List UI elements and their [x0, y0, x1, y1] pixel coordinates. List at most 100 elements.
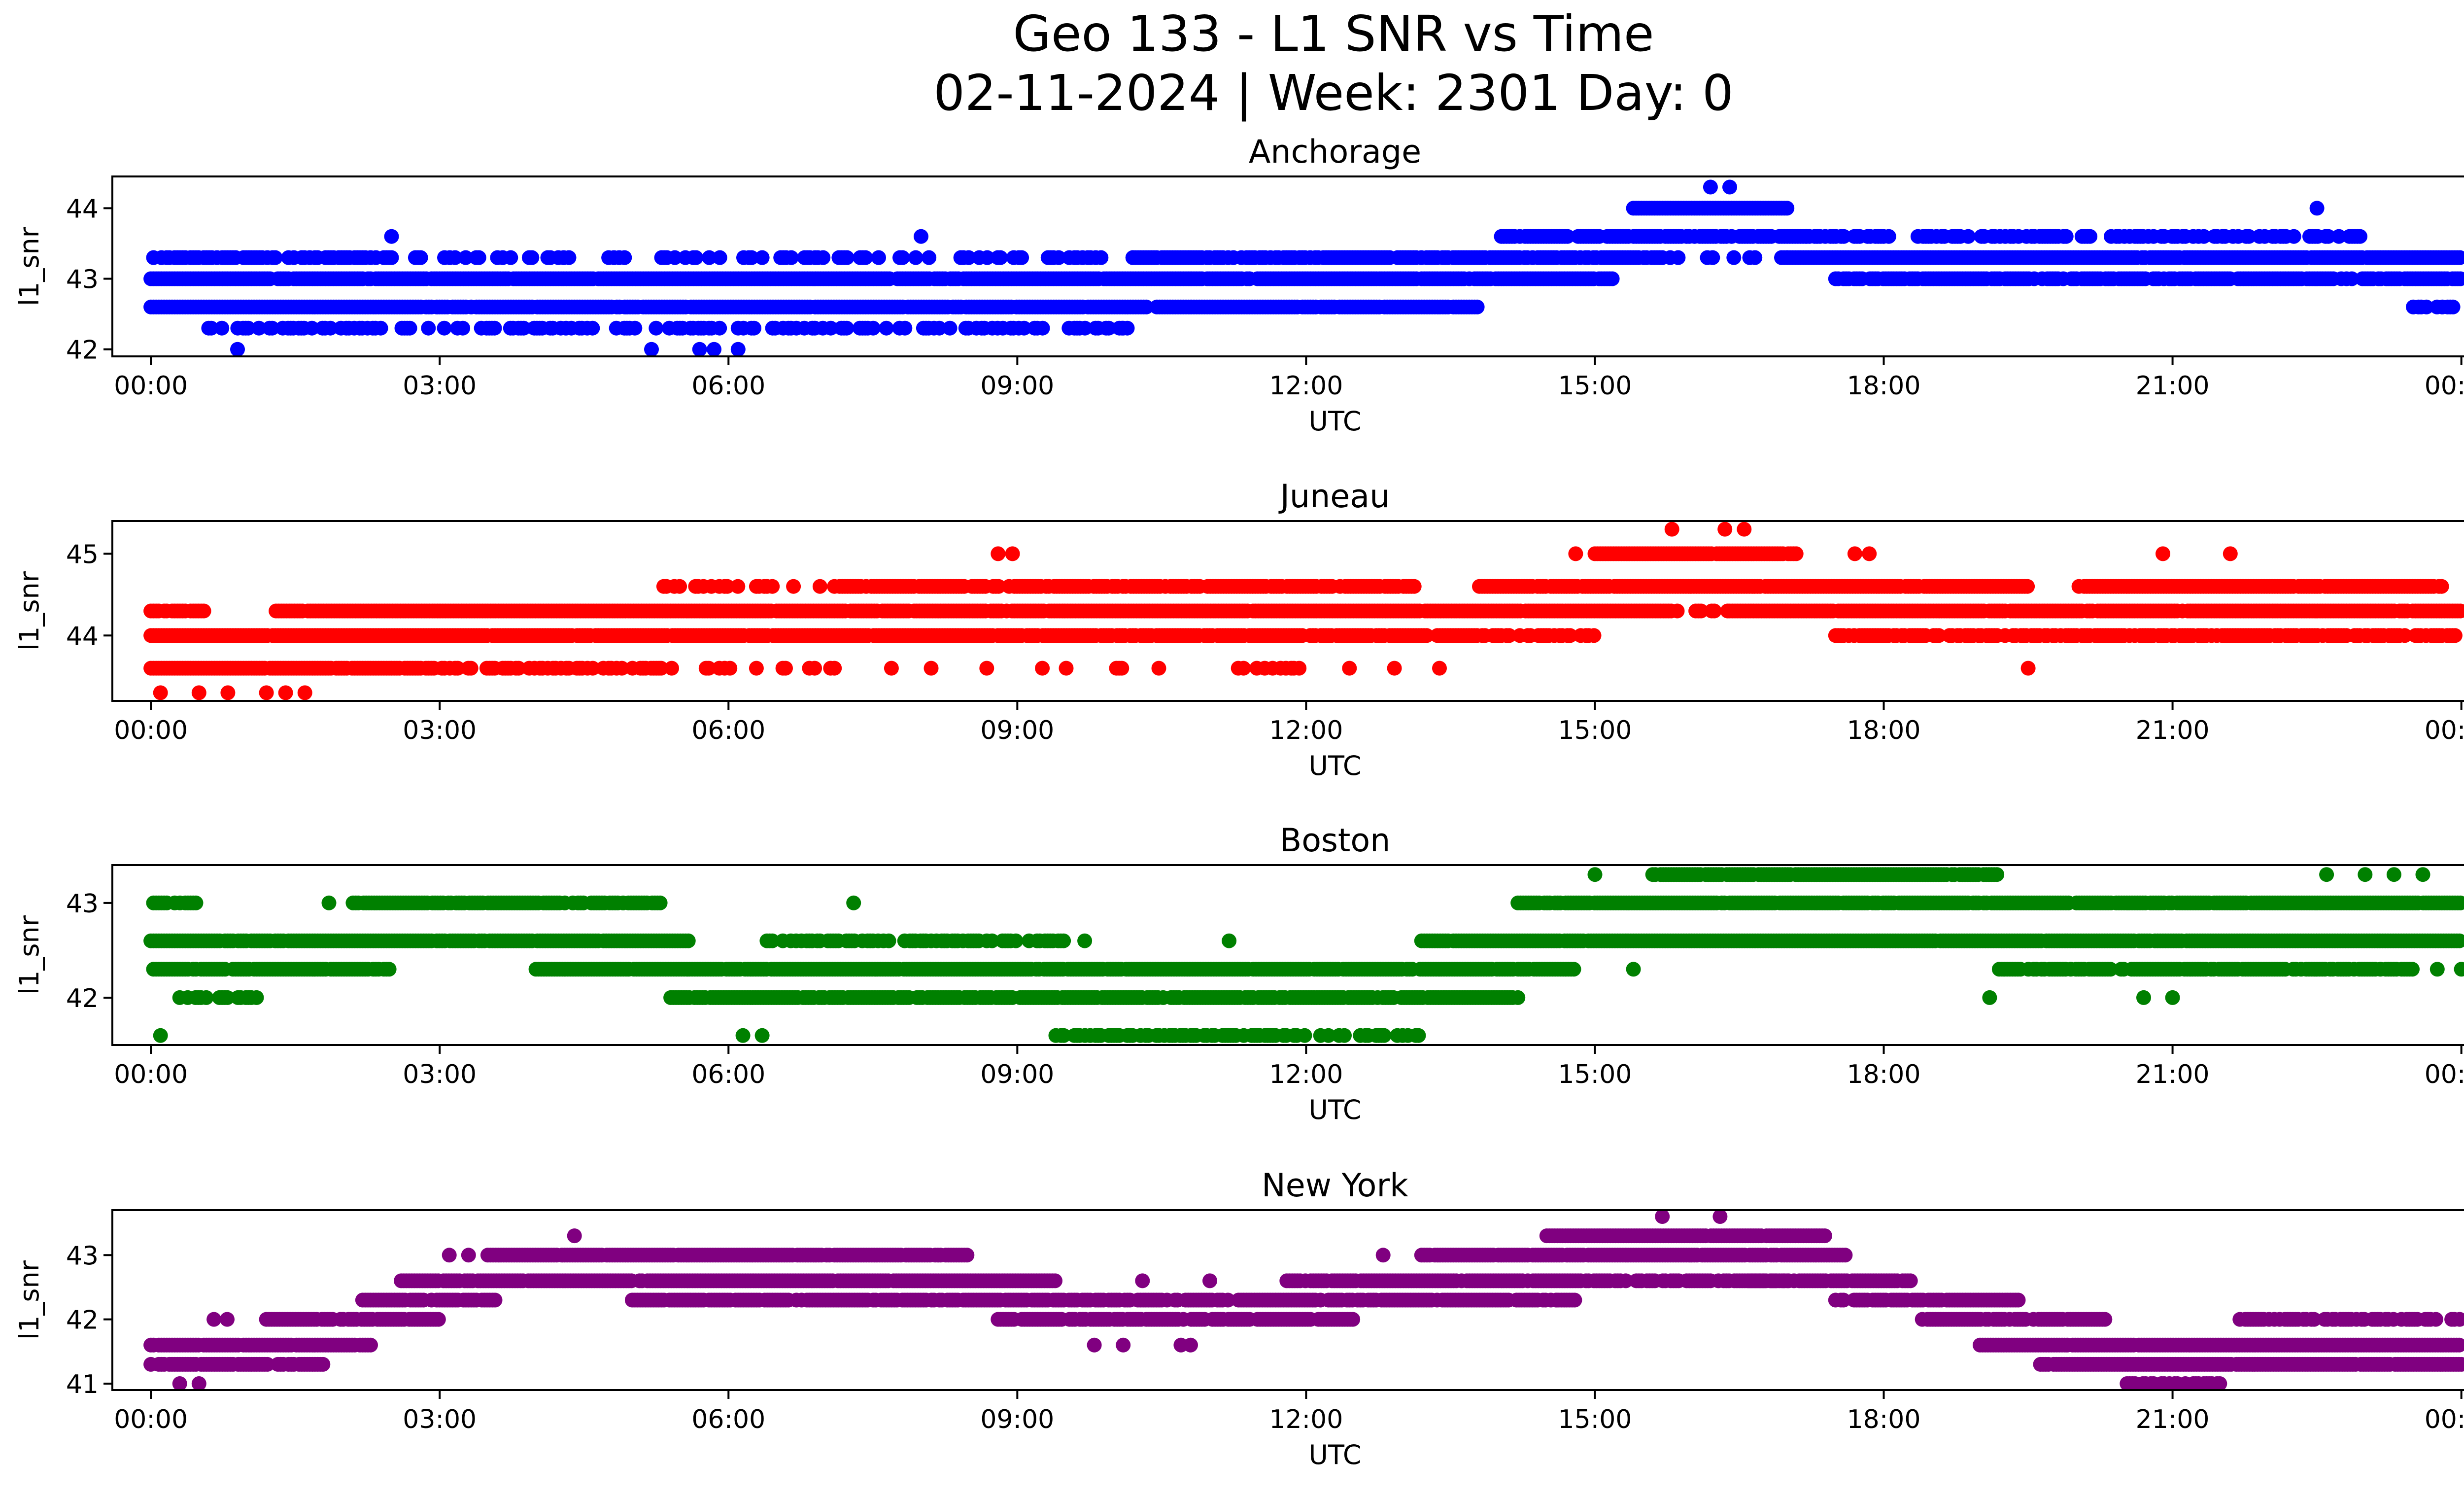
- data-point: [993, 250, 1008, 265]
- data-point: [1747, 250, 1762, 265]
- data-point: [879, 321, 894, 336]
- data-point: [979, 661, 994, 676]
- data-point: [2223, 546, 2238, 561]
- data-point: [681, 934, 696, 948]
- data-point: [897, 321, 912, 336]
- y-axis-label: l1_snr: [14, 571, 45, 651]
- data-point: [503, 250, 518, 265]
- data-point: [437, 321, 452, 336]
- data-point: [2448, 628, 2463, 643]
- data-point: [1387, 661, 1402, 676]
- x-tick-label: 06:00: [691, 371, 765, 401]
- data-point: [786, 579, 801, 594]
- y-tick-label: 45: [66, 540, 99, 569]
- data-point: [827, 661, 842, 676]
- data-point: [2287, 229, 2301, 244]
- data-point: [2353, 229, 2367, 244]
- data-point: [807, 661, 822, 676]
- panel-title: Boston: [1280, 822, 1391, 859]
- data-point: [1665, 522, 1679, 537]
- data-point: [524, 250, 539, 265]
- data-point: [664, 661, 679, 676]
- data-point: [692, 342, 707, 357]
- panel-title: Anchorage: [1249, 134, 1421, 171]
- x-tick-label: 03:00: [403, 371, 477, 401]
- data-point: [2020, 579, 2035, 594]
- data-point: [644, 342, 659, 357]
- data-point: [455, 321, 470, 336]
- y-tick-label: 42: [66, 336, 99, 365]
- x-tick-label: 15:00: [1558, 716, 1632, 745]
- data-point: [922, 250, 936, 265]
- y-axis-label: l1_snr: [14, 226, 45, 306]
- data-point: [1587, 628, 1602, 643]
- data-point: [1114, 661, 1129, 676]
- y-tick-label: 44: [66, 622, 99, 651]
- data-point: [884, 661, 899, 676]
- data-point: [214, 321, 229, 336]
- data-point: [1707, 604, 1722, 619]
- data-point: [731, 342, 746, 357]
- data-point: [2156, 546, 2170, 561]
- data-point: [1605, 272, 1620, 286]
- data-point: [421, 321, 436, 336]
- data-point: [924, 661, 939, 676]
- x-tick-label: 18:00: [1847, 716, 1921, 745]
- data-point: [1882, 229, 1896, 244]
- data-point: [230, 342, 245, 357]
- data-point: [1703, 180, 1718, 195]
- data-point: [1059, 661, 1074, 676]
- data-point: [374, 321, 388, 336]
- data-point: [908, 250, 923, 265]
- data-point: [1671, 250, 1685, 265]
- data-point: [672, 579, 687, 594]
- data-point: [2059, 229, 2074, 244]
- data-point: [617, 250, 632, 265]
- data-point: [1432, 661, 1447, 676]
- x-axis-label: UTC: [1308, 750, 1361, 781]
- data-point: [259, 685, 274, 700]
- data-point: [2446, 300, 2461, 314]
- y-tick-label: 44: [66, 194, 99, 224]
- data-point: [749, 661, 764, 676]
- panel-title: Juneau: [1278, 478, 1390, 515]
- data-point: [1236, 661, 1251, 676]
- data-point: [2310, 201, 2325, 215]
- data-point: [1726, 250, 1741, 265]
- x-tick-label: 12:00: [1269, 716, 1343, 745]
- data-point: [382, 962, 397, 976]
- data-point: [713, 250, 727, 265]
- data-point: [298, 685, 312, 700]
- data-point: [220, 685, 235, 700]
- x-tick-label: 09:00: [980, 371, 1054, 401]
- data-point: [1292, 661, 1306, 676]
- data-point: [384, 250, 399, 265]
- x-tick-label: 00:00: [114, 716, 188, 745]
- data-point: [2434, 579, 2449, 594]
- data-point: [895, 250, 910, 265]
- data-point: [866, 321, 881, 336]
- x-tick-label: 15:00: [1558, 371, 1632, 401]
- data-point: [712, 321, 727, 336]
- data-point: [1005, 546, 1020, 561]
- data-point: [1116, 321, 1130, 336]
- data-point: [1862, 546, 1877, 561]
- data-point: [1342, 661, 1357, 676]
- data-point: [1737, 522, 1751, 537]
- data-point: [268, 250, 283, 265]
- data-point: [2083, 229, 2097, 244]
- x-tick-label: 00:00: [114, 371, 188, 401]
- data-point: [627, 321, 642, 336]
- data-point: [1094, 250, 1108, 265]
- y-tick-label: 43: [66, 265, 99, 295]
- data-point: [730, 579, 745, 594]
- data-point: [722, 661, 737, 676]
- data-point: [755, 250, 770, 265]
- x-tick-label: 00:00: [2425, 371, 2464, 401]
- data-point: [765, 579, 780, 594]
- data-point: [813, 579, 827, 594]
- data-point: [1780, 201, 1794, 215]
- data-point: [1035, 661, 1050, 676]
- data-point: [192, 685, 206, 700]
